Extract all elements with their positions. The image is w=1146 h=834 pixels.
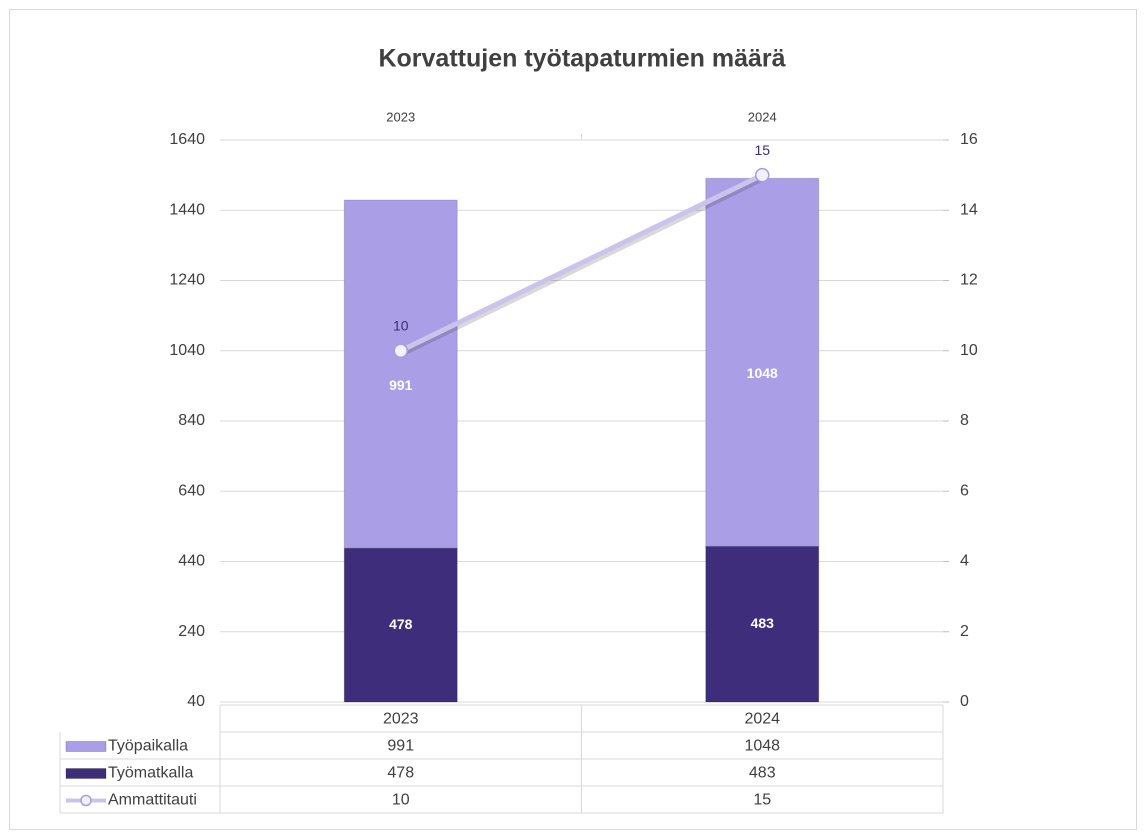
line-shadow: [401, 175, 766, 356]
line-marker: [755, 167, 770, 183]
bar-value-label: 478: [389, 616, 413, 632]
bar-value-label: 483: [751, 615, 775, 631]
legend-label: Työpaikalla: [108, 738, 188, 755]
bar-segment: [705, 545, 820, 703]
table-header: 2023: [383, 711, 419, 728]
y-tick-label: 240: [178, 623, 205, 640]
legend-swatch: [65, 768, 107, 779]
y2-tick-label: 8: [960, 412, 969, 429]
y2-tick-label: 6: [960, 482, 969, 499]
table-cell: 1048: [744, 738, 780, 755]
y-tick-label: 640: [178, 482, 205, 499]
y-tick-label: 1240: [169, 272, 205, 289]
table-cell: 478: [387, 765, 414, 782]
table-cell: 483: [749, 765, 776, 782]
bar-segment: [705, 177, 820, 547]
y2-tick-label: 10: [960, 342, 978, 359]
line: [399, 172, 764, 353]
top-x-tick-label: 2024: [748, 109, 777, 124]
legend-swatch: [65, 741, 107, 752]
table-cell: 991: [387, 738, 414, 755]
legend-label: Työmatkalla: [108, 765, 193, 782]
bar-value-label: 991: [389, 377, 413, 393]
y2-tick-label: 12: [960, 272, 978, 289]
y-tick-label: 840: [178, 412, 205, 429]
table-cell: 15: [753, 792, 771, 809]
y2-tick-label: 0: [960, 693, 969, 710]
y-tick-label: 1640: [169, 131, 205, 148]
line-marker: [393, 343, 408, 358]
bar-segment: [343, 199, 458, 549]
y-tick-label: 1040: [169, 342, 205, 359]
y-tick-label: 1440: [169, 201, 205, 218]
y2-tick-label: 4: [960, 553, 969, 570]
y2-tick-label: 14: [960, 201, 978, 218]
chart-title: Korvattujen työtapaturmien määrä: [378, 45, 785, 73]
y-tick-label: 440: [178, 553, 205, 570]
top-x-tick-label: 2023: [386, 109, 415, 124]
table-cell: 10: [392, 792, 410, 809]
bar-value-label: 1048: [747, 365, 778, 381]
chart-frame: [9, 9, 1137, 830]
y2-tick-label: 2: [960, 623, 969, 640]
table-header: 2024: [744, 711, 780, 728]
legend-label: Ammattitauti: [108, 792, 197, 809]
y2-tick-label: 16: [960, 131, 978, 148]
line-value-label: 15: [754, 142, 770, 158]
legend-marker: [80, 794, 92, 807]
bar-segment: [343, 547, 458, 703]
line-value-label: 10: [393, 317, 409, 333]
y-tick-label: 40: [187, 693, 205, 710]
